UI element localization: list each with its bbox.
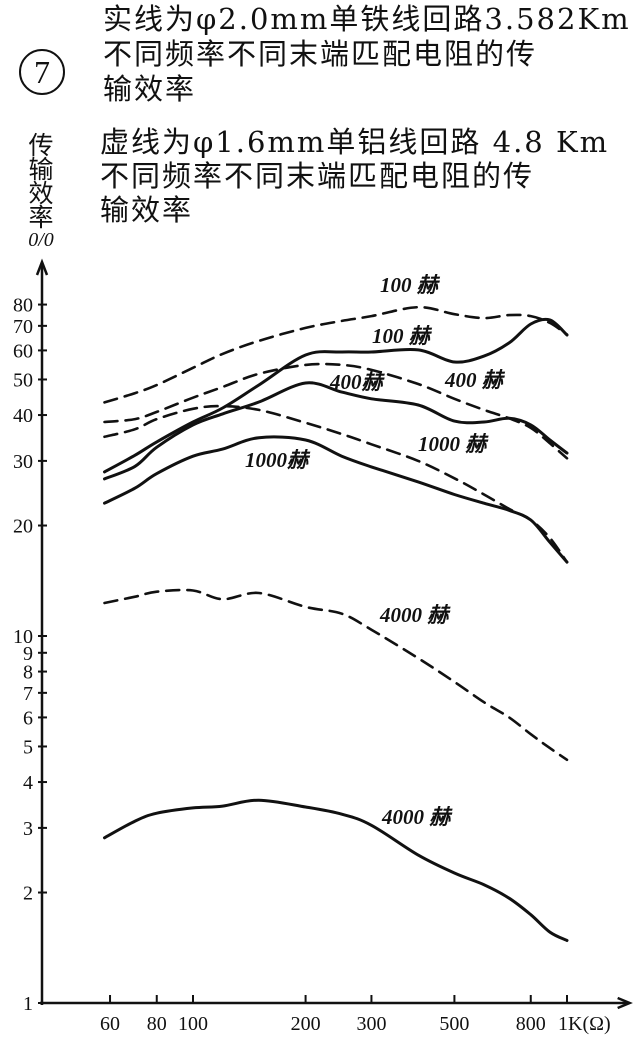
series-3-dashed-line: [103, 362, 569, 460]
x-tick-label: 200: [291, 1013, 321, 1035]
figure-number: 7: [34, 54, 50, 90]
series-5-dashed-line: [103, 404, 569, 564]
x-axis-arrow: [617, 996, 633, 1010]
figure-number-badge: 7: [19, 49, 65, 95]
y-axis-unit: 0/0: [28, 229, 54, 251]
y-tick-label: 5: [23, 736, 33, 758]
x-tick-label: 80: [147, 1013, 167, 1035]
solid-note-line-3: 输效率: [103, 72, 197, 106]
y-tick-label: 50: [13, 369, 33, 391]
y-tick-label: 40: [13, 405, 33, 427]
y-tick-label: 7: [23, 683, 33, 705]
series-4-solid-line: [103, 381, 569, 481]
y-tick-label: 70: [13, 316, 33, 338]
y-tick-label: 80: [13, 295, 33, 317]
x-tick-label: 60: [100, 1013, 120, 1035]
series-label: 4000 赫: [379, 603, 451, 627]
series-8-solid-line: [103, 798, 569, 942]
series-label: 100 赫: [372, 324, 433, 348]
y-tick-label: 2: [23, 883, 33, 905]
dashed-note-line-3: 输效率: [100, 193, 194, 227]
y-tick-label: 9: [23, 643, 33, 665]
dashed-note-line-2: 不同频率不同末端匹配电阻的传: [100, 159, 535, 193]
series-6-solid-line: [103, 435, 569, 564]
solid-note-line-1: 实线为φ2.0mm单铁线回路3.582Km: [103, 2, 631, 36]
series-label: 100 赫: [380, 273, 441, 297]
y-tick-label: 3: [23, 818, 33, 840]
x-tick-label: 500: [439, 1013, 469, 1035]
series-label: 1000 赫: [418, 432, 489, 456]
solid-line-note: 实线为φ2.0mm单铁线回路3.582Km 不同频率不同末端匹配电阻的传 输效率: [103, 2, 633, 107]
y-tick-label: 10: [13, 626, 33, 648]
y-tick-label: 4: [23, 772, 33, 794]
y-tick-label: 8: [23, 662, 33, 684]
solid-note-line-2: 不同频率不同末端匹配电阻的传: [103, 37, 538, 71]
x-tick-label: 1K(Ω): [558, 1013, 611, 1035]
series-label: 4000 赫: [381, 805, 453, 829]
dashed-line-note: 虚线为φ1.6mm单铝线回路 4.8 Km 不同频率不同末端匹配电阻的传 输效率: [100, 125, 630, 227]
dashed-note-line-1: 虚线为φ1.6mm单铝线回路 4.8 Km: [100, 125, 610, 159]
y-axis-title: 传输效率: [28, 131, 54, 232]
series-1-dashed-line: [103, 305, 569, 404]
series-2-solid-line: [103, 317, 569, 474]
y-tick-label: 6: [23, 707, 33, 729]
series-label: 1000赫: [245, 448, 311, 472]
x-tick-label: 300: [356, 1013, 386, 1035]
series-7-dashed-line: [103, 588, 569, 762]
y-tick-label: 20: [13, 516, 33, 538]
y-tick-label: 1: [23, 993, 33, 1015]
y-axis-arrow: [35, 258, 49, 276]
series-label: 400 赫: [444, 368, 506, 392]
y-tick-label: 30: [13, 451, 33, 473]
x-tick-label: 800: [516, 1013, 546, 1035]
y-tick-label: 60: [13, 340, 33, 362]
x-tick-label: 100: [178, 1013, 208, 1035]
series-label: 400赫: [329, 370, 386, 394]
